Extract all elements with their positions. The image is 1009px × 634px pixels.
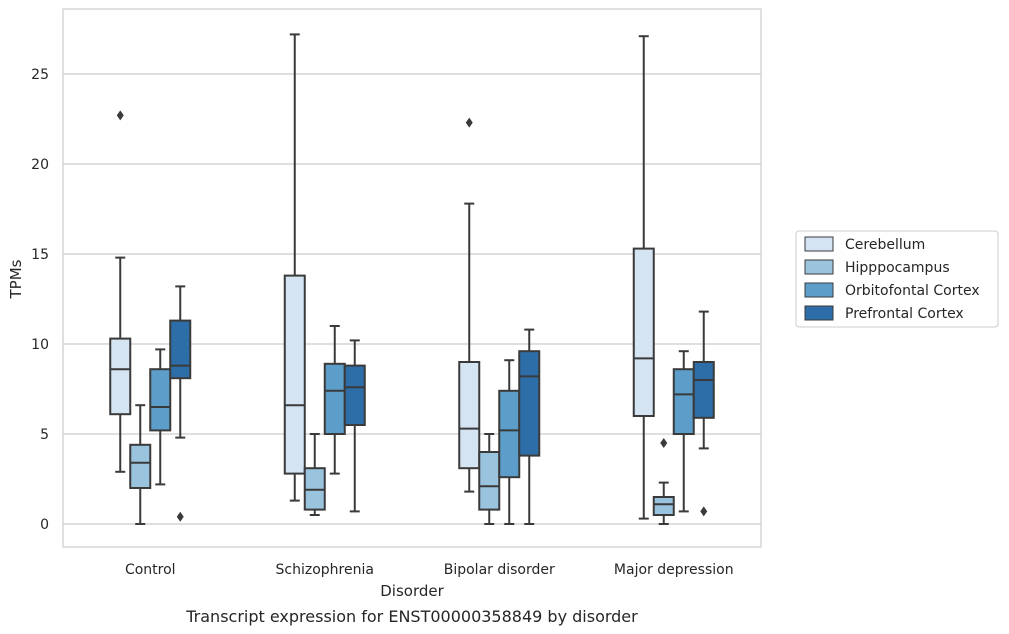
legend-swatch — [804, 236, 834, 252]
box-orbitofontal-cortex — [323, 325, 346, 475]
box-hipppocampus — [478, 433, 501, 525]
box-body — [478, 451, 501, 511]
box-hipppocampus — [303, 433, 326, 516]
box-body — [458, 361, 481, 470]
legend-swatch — [804, 305, 834, 321]
y-tick-label: 15 — [31, 247, 49, 263]
legend: Cerebellum Hipppocampus Orbitofontal Corte… — [795, 230, 999, 328]
y-tick-label: 25 — [31, 67, 49, 83]
y-tick-label: 0 — [40, 517, 49, 533]
gridlines — [63, 73, 761, 525]
legend-label: Cerebellum — [845, 237, 925, 253]
outlier-point — [660, 438, 668, 448]
box-cerebellum — [458, 117, 481, 493]
box-body — [343, 364, 366, 427]
box-body — [149, 368, 172, 432]
outlier-point — [176, 511, 184, 522]
chart-caption: Transcript expression for ENST0000035884… — [185, 607, 638, 626]
outlier-point — [116, 110, 124, 121]
box-hipppocampus — [652, 438, 675, 525]
box-body — [109, 337, 132, 416]
box-prefrontal-cortex — [169, 285, 192, 522]
box-body — [518, 350, 541, 457]
box-body — [692, 361, 715, 419]
box-hipppocampus — [129, 404, 152, 525]
box-body — [632, 247, 655, 417]
x-tick-label: Bipolar disorder — [444, 562, 555, 578]
box-cerebellum — [283, 33, 306, 502]
legend-frame — [795, 230, 999, 328]
box-body — [129, 443, 152, 489]
box-orbitofontal-cortex — [498, 359, 521, 525]
y-tick-labels: 0 5 10 15 20 25 — [31, 67, 49, 533]
box-prefrontal-cortex — [343, 339, 366, 513]
box-body — [652, 496, 675, 516]
box-orbitofontal-cortex — [149, 348, 172, 486]
y-tick-label: 20 — [31, 157, 49, 173]
legend-label: Hipppocampus — [845, 260, 950, 276]
x-axis-label: Disorder — [380, 582, 444, 600]
x-tick-label: Major depression — [614, 562, 734, 578]
legend-label: Orbitofontal Cortex — [845, 283, 980, 299]
x-tick-label: Schizophrenia — [276, 562, 374, 578]
y-axis-label: TPMs — [7, 259, 25, 299]
legend-swatch — [804, 259, 834, 275]
outlier-point — [465, 117, 473, 128]
legend-label: Prefrontal Cortex — [845, 306, 964, 322]
box-body — [323, 362, 346, 435]
plot-frame — [62, 8, 762, 548]
boxes — [109, 33, 715, 525]
box-cerebellum — [632, 35, 655, 520]
box-orbitofontal-cortex — [672, 350, 695, 513]
box-prefrontal-cortex — [692, 310, 715, 517]
legend-swatch — [804, 282, 834, 298]
box-prefrontal-cortex — [518, 328, 541, 525]
box-body — [672, 368, 695, 436]
x-tick-labels: Control Schizophrenia Bipolar disorder Majo… — [125, 562, 734, 578]
outlier-point — [700, 506, 708, 517]
y-tick-label: 5 — [40, 427, 49, 443]
box-cerebellum — [109, 110, 132, 473]
box-body — [498, 389, 521, 479]
x-tick-label: Control — [125, 562, 176, 578]
box-body — [169, 319, 192, 380]
box-body — [283, 274, 306, 475]
y-tick-label: 10 — [31, 337, 49, 353]
